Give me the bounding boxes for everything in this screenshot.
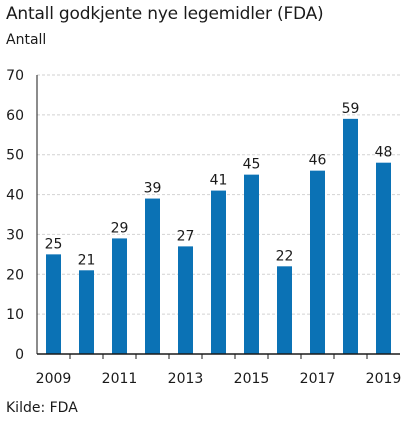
- y-tick-label: 20: [6, 267, 24, 283]
- bar-2010: [79, 270, 94, 354]
- source-note: Kilde: FDA: [6, 400, 78, 416]
- data-label-2019: 48: [375, 145, 393, 161]
- bars: [46, 118, 391, 354]
- data-label-2012: 39: [144, 181, 162, 197]
- y-tick-label: 60: [6, 108, 24, 124]
- data-label-2016: 22: [276, 248, 294, 264]
- data-label-2018: 59: [342, 101, 360, 117]
- bar-2016: [277, 266, 292, 354]
- data-label-2010: 21: [78, 252, 96, 268]
- bar-2012: [145, 198, 160, 354]
- data-label-2017: 46: [309, 153, 327, 169]
- data-label-2011: 29: [111, 220, 129, 236]
- y-axis-unit-label: Antall: [6, 32, 47, 48]
- data-labels: 25 21 29 39 27 41 45 22 46 59 48: [45, 101, 393, 268]
- bar-2017: [310, 170, 325, 354]
- bar-2014: [211, 190, 226, 354]
- x-tick-label: 2011: [102, 371, 138, 387]
- x-tick-label: 2017: [300, 371, 336, 387]
- gridlines: [37, 74, 400, 315]
- data-label-2014: 41: [210, 173, 228, 189]
- y-tick-label: 70: [6, 68, 24, 84]
- data-label-2009: 25: [45, 236, 63, 252]
- data-label-2015: 45: [243, 157, 261, 173]
- x-tick-label: 2015: [234, 371, 270, 387]
- bar-2018: [343, 118, 358, 354]
- bar-2013: [178, 246, 193, 354]
- y-tick-label: 40: [6, 188, 24, 204]
- y-tick-label: 10: [6, 307, 24, 323]
- x-tick-label: 2009: [36, 371, 72, 387]
- y-tick-label: 50: [6, 148, 24, 164]
- x-axis: 2009 2011 2013 2015 2017 2019: [36, 353, 402, 387]
- chart-title: Antall godkjente nye legemidler (FDA): [6, 4, 324, 24]
- x-tick-label: 2019: [366, 371, 402, 387]
- y-axis: 0 10 20 30 40 50 60 70: [6, 68, 38, 363]
- bar-2011: [112, 238, 127, 354]
- y-tick-label: 30: [6, 227, 24, 243]
- bar-2015: [244, 174, 259, 354]
- data-label-2013: 27: [177, 228, 195, 244]
- bar-2019: [376, 162, 391, 354]
- bar-2009: [46, 254, 61, 354]
- y-tick-label: 0: [15, 347, 24, 363]
- x-tick-label: 2013: [168, 371, 204, 387]
